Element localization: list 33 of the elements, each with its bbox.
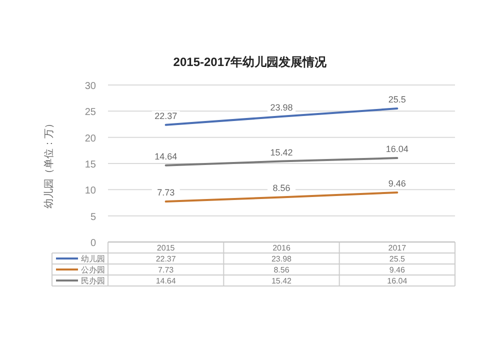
x-tick-label: 2016 xyxy=(272,244,291,252)
chart-title: 2015-2017年幼儿园发展情况 xyxy=(173,55,328,69)
y-tick-label: 15 xyxy=(84,160,96,170)
y-tick-label: 0 xyxy=(90,238,96,249)
data-label: 23.98 xyxy=(270,102,293,113)
data-label: 15.42 xyxy=(270,147,293,158)
text: 9.46 xyxy=(389,266,406,274)
data-label: 14.64 xyxy=(154,151,178,162)
y-tick-label: 25 xyxy=(84,107,96,118)
y-tick-label: 20 xyxy=(84,133,96,144)
legend-label: 幼儿园 xyxy=(81,254,105,264)
data-label: 25.5 xyxy=(388,94,406,105)
legend-label: 民办园 xyxy=(81,276,105,286)
data-label: 8.56 xyxy=(272,183,290,194)
y-tick-label: 10 xyxy=(84,186,96,197)
y-axis-title: 幼儿园（单位：万） xyxy=(43,118,55,208)
text: 25.5 xyxy=(389,254,406,264)
x-tick-label: 2015 xyxy=(156,244,176,252)
y-tick-label: 5 xyxy=(90,212,96,223)
data-label: 22.37 xyxy=(154,110,178,121)
text: 7.73 xyxy=(158,266,174,274)
x-tick-label: 2017 xyxy=(388,244,407,252)
y-tick-label: 30 xyxy=(84,81,96,92)
text: 16.04 xyxy=(387,276,408,286)
data-label: 7.73 xyxy=(157,188,175,198)
data-label: 9.46 xyxy=(388,178,406,188)
text: 15.42 xyxy=(271,276,292,286)
legend-label: 公办园 xyxy=(81,266,105,274)
text: 23.98 xyxy=(271,254,292,264)
text: 14.64 xyxy=(156,276,176,286)
text: 22.37 xyxy=(156,254,176,264)
text: 8.56 xyxy=(274,266,290,274)
data-label: 16.04 xyxy=(386,144,408,154)
